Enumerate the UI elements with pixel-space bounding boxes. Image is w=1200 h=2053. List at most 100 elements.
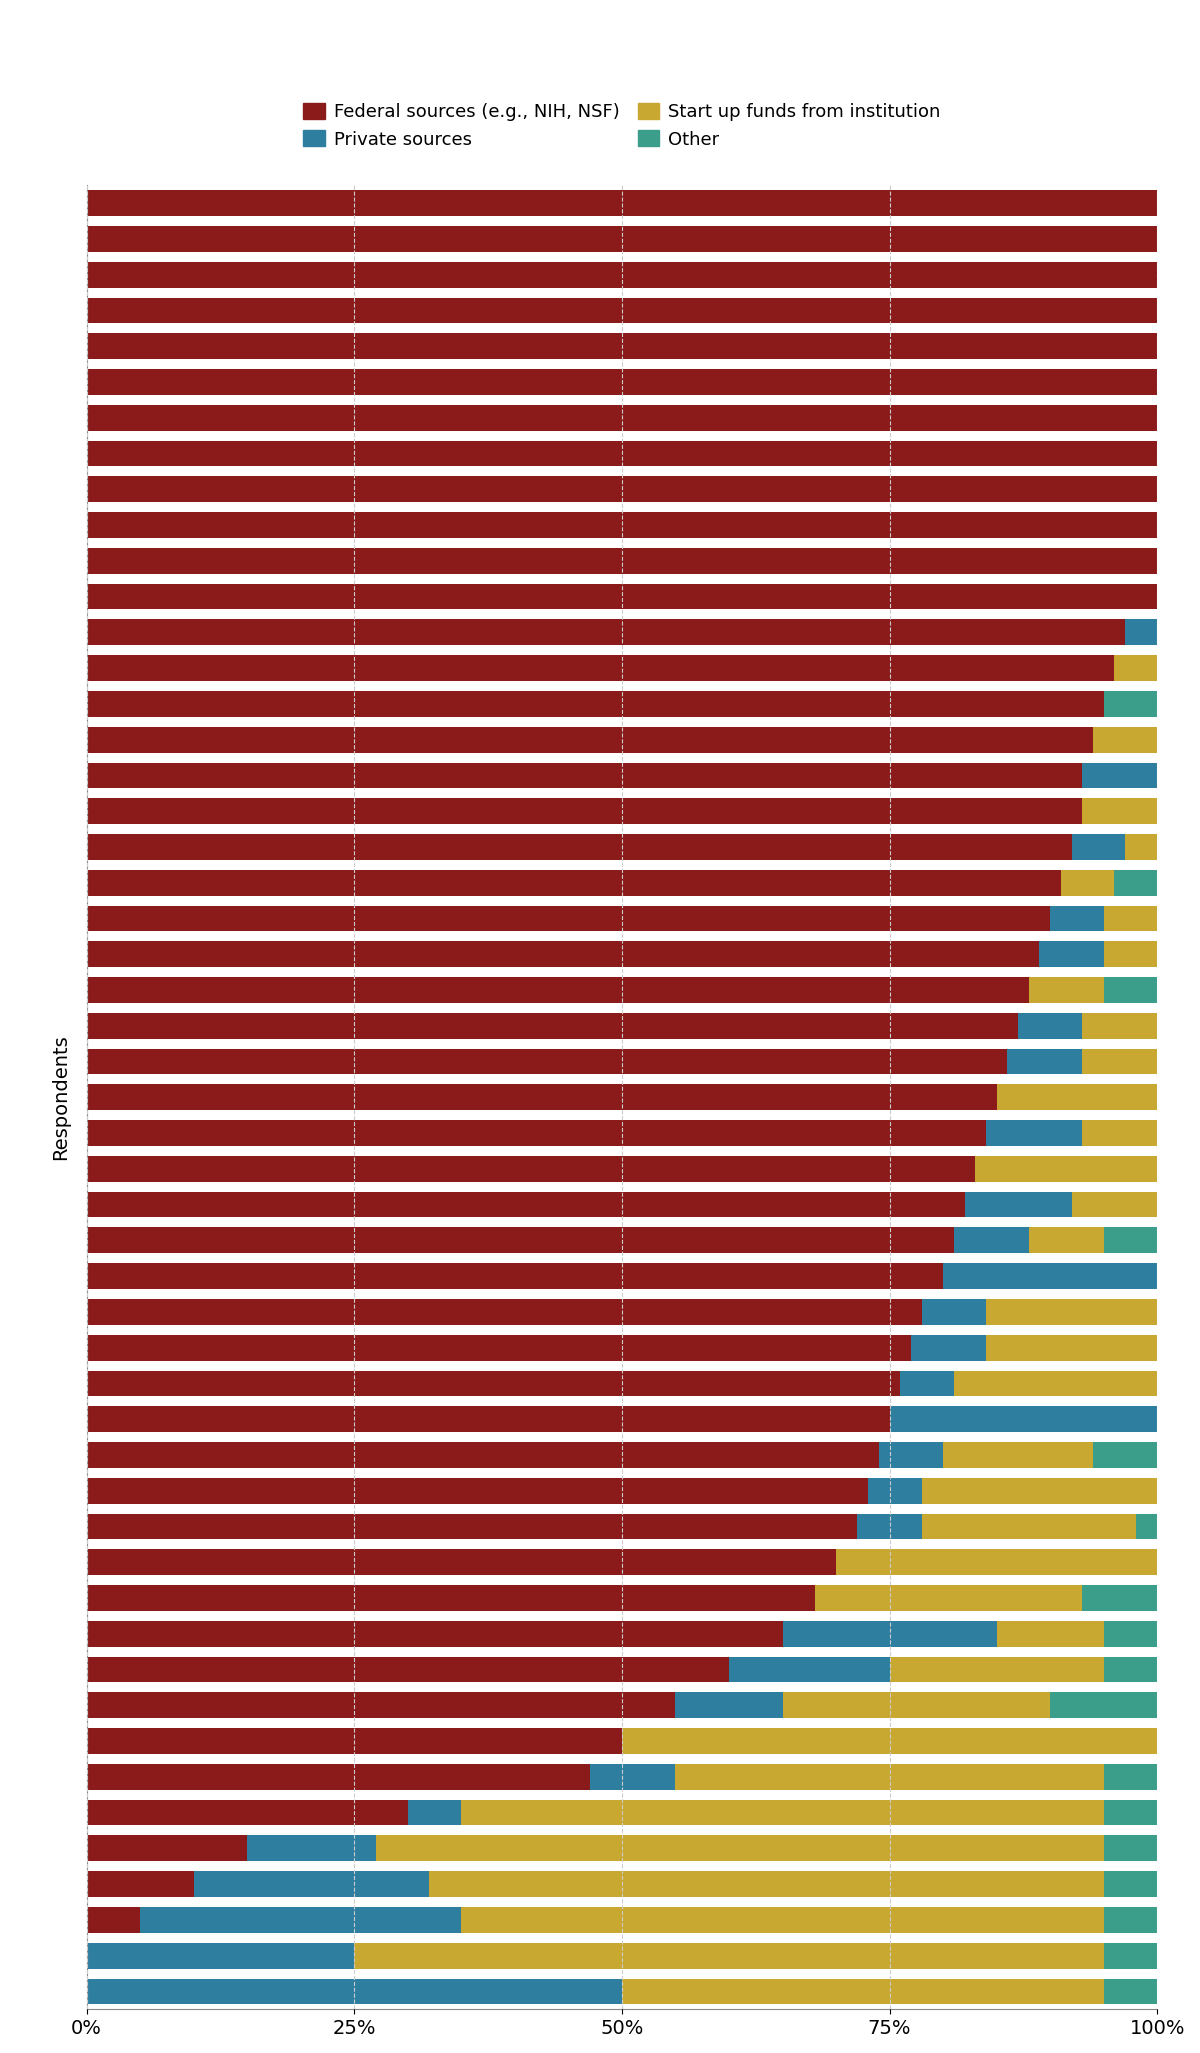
Bar	[730, 1657, 889, 1681]
Bar	[590, 1764, 676, 1790]
Bar	[922, 1478, 1157, 1503]
Bar	[86, 1478, 868, 1503]
Bar	[878, 1441, 943, 1468]
Bar	[140, 1907, 461, 1932]
Bar	[889, 1657, 1104, 1681]
Bar	[1007, 1049, 1082, 1074]
Bar	[86, 1263, 943, 1289]
Bar	[86, 583, 1157, 610]
Bar	[622, 1729, 1157, 1753]
Bar	[247, 1835, 376, 1862]
Bar	[676, 1764, 1104, 1790]
Bar	[868, 1478, 922, 1503]
Bar	[1104, 905, 1157, 932]
Bar	[86, 1585, 815, 1612]
Bar	[943, 1441, 1093, 1468]
Bar	[676, 1692, 782, 1718]
Bar	[86, 1729, 622, 1753]
Bar	[815, 1585, 1082, 1612]
Bar	[1126, 834, 1157, 860]
Bar	[86, 1622, 782, 1647]
Bar	[922, 1513, 1136, 1540]
Bar	[782, 1622, 997, 1647]
Bar	[954, 1371, 1157, 1396]
Bar	[86, 548, 1157, 573]
Bar	[997, 1084, 1157, 1111]
Bar	[86, 1371, 900, 1396]
Bar	[836, 1550, 1157, 1575]
Bar	[86, 727, 1093, 753]
Bar	[86, 870, 1061, 895]
Bar	[997, 1622, 1104, 1647]
Bar	[86, 263, 1157, 287]
Bar	[1082, 1585, 1157, 1612]
Bar	[354, 1942, 1104, 1969]
Bar	[1104, 1228, 1157, 1252]
Bar	[986, 1121, 1082, 1146]
Bar	[86, 1835, 247, 1862]
Bar	[86, 298, 1157, 324]
Bar	[976, 1156, 1157, 1183]
Bar	[86, 1657, 730, 1681]
Bar	[86, 333, 1157, 359]
Bar	[461, 1800, 1104, 1825]
Bar	[1082, 799, 1157, 823]
Bar	[943, 1263, 1157, 1289]
Bar	[1104, 1835, 1157, 1862]
Bar	[86, 1513, 858, 1540]
Bar	[900, 1371, 954, 1396]
Bar	[86, 905, 1050, 932]
Y-axis label: Respondents: Respondents	[50, 1035, 70, 1160]
Bar	[86, 1870, 193, 1897]
Bar	[1104, 977, 1157, 1002]
Bar	[1104, 1870, 1157, 1897]
Bar	[86, 511, 1157, 538]
Bar	[922, 1300, 986, 1324]
Bar	[193, 1870, 430, 1897]
Bar	[86, 1191, 965, 1217]
Bar	[1115, 870, 1157, 895]
Bar	[1093, 727, 1157, 753]
Bar	[86, 1979, 622, 2004]
Bar	[1082, 1121, 1157, 1146]
Bar	[86, 1406, 889, 1433]
Bar	[86, 441, 1157, 466]
Bar	[911, 1334, 986, 1361]
Bar	[86, 1300, 922, 1324]
Bar	[86, 692, 1104, 716]
Bar	[86, 799, 1082, 823]
Legend: Federal sources (e.g., NIH, NSF), Private sources, Start up funds from instituti: Federal sources (e.g., NIH, NSF), Privat…	[294, 94, 949, 158]
Bar	[86, 1441, 878, 1468]
Bar	[965, 1191, 1072, 1217]
Bar	[86, 762, 1082, 788]
Bar	[86, 620, 1126, 645]
Bar	[1028, 977, 1104, 1002]
Bar	[461, 1907, 1104, 1932]
Bar	[1104, 1979, 1157, 2004]
Bar	[430, 1870, 1104, 1897]
Bar	[86, 1121, 986, 1146]
Bar	[1061, 870, 1115, 895]
Bar	[86, 1156, 976, 1183]
Bar	[86, 226, 1157, 253]
Bar	[86, 1550, 836, 1575]
Bar	[858, 1513, 922, 1540]
Bar	[1104, 1942, 1157, 1969]
Bar	[86, 1907, 140, 1932]
Bar	[1104, 942, 1157, 967]
Bar	[986, 1300, 1157, 1324]
Bar	[86, 1800, 408, 1825]
Bar	[954, 1228, 1028, 1252]
Bar	[86, 1084, 997, 1111]
Bar	[1104, 1800, 1157, 1825]
Bar	[782, 1692, 1050, 1718]
Bar	[86, 942, 1039, 967]
Bar	[1093, 1441, 1157, 1468]
Bar	[86, 834, 1072, 860]
Bar	[86, 1012, 1018, 1039]
Bar	[1104, 1907, 1157, 1932]
Bar	[1082, 1049, 1157, 1074]
Bar	[86, 370, 1157, 394]
Bar	[86, 1942, 354, 1969]
Bar	[1104, 692, 1157, 716]
